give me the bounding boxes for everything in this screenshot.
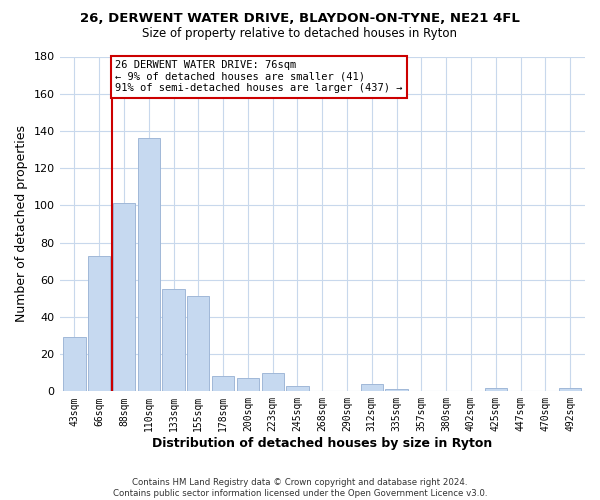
Bar	[113, 204, 135, 392]
Bar	[237, 378, 259, 392]
Text: 26 DERWENT WATER DRIVE: 76sqm
← 9% of detached houses are smaller (41)
91% of se: 26 DERWENT WATER DRIVE: 76sqm ← 9% of de…	[115, 60, 403, 94]
Bar	[262, 372, 284, 392]
Text: 26, DERWENT WATER DRIVE, BLAYDON-ON-TYNE, NE21 4FL: 26, DERWENT WATER DRIVE, BLAYDON-ON-TYNE…	[80, 12, 520, 26]
Bar	[212, 376, 234, 392]
Y-axis label: Number of detached properties: Number of detached properties	[15, 126, 28, 322]
Bar	[187, 296, 209, 392]
Bar	[385, 390, 408, 392]
Bar	[286, 386, 308, 392]
Text: Size of property relative to detached houses in Ryton: Size of property relative to detached ho…	[143, 28, 458, 40]
Bar	[63, 338, 86, 392]
Bar	[163, 289, 185, 392]
Bar	[559, 388, 581, 392]
Bar	[361, 384, 383, 392]
Bar	[88, 256, 110, 392]
Bar	[137, 138, 160, 392]
X-axis label: Distribution of detached houses by size in Ryton: Distribution of detached houses by size …	[152, 437, 493, 450]
Text: Contains HM Land Registry data © Crown copyright and database right 2024.
Contai: Contains HM Land Registry data © Crown c…	[113, 478, 487, 498]
Bar	[485, 388, 507, 392]
